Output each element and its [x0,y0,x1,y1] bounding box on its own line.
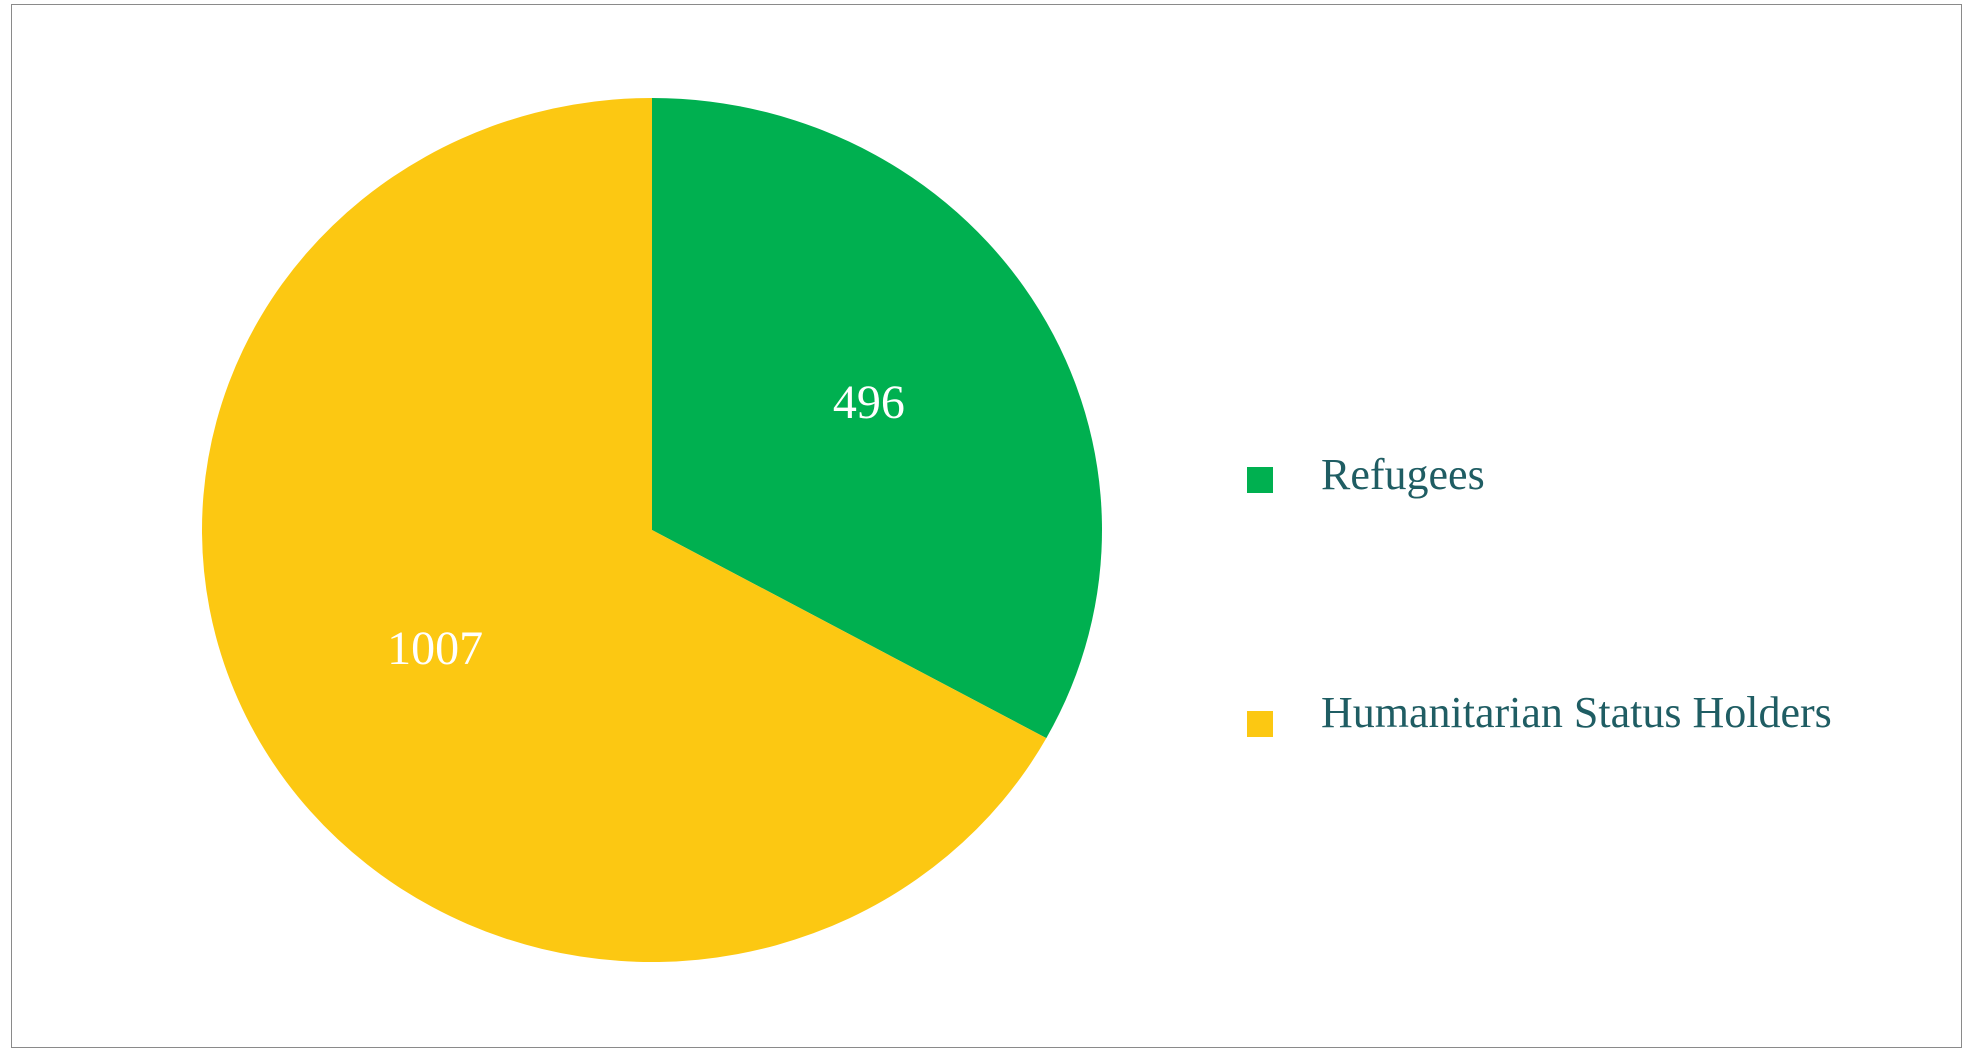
chart-area: 496 1007 Refugees Humanitarian Status Hol… [11,4,1962,1048]
data-label-refugees: 496 [833,376,905,429]
pie-chart: 496 1007 [201,98,1102,962]
legend-label-refugees: Refugees [1321,450,1485,499]
legend-swatch-refugees [1247,467,1273,493]
legend-label-humanitarian-status-holders: Humanitarian Status Holders [1321,688,1832,737]
pie-slice-humanitarian-status-holders [201,98,1047,962]
pie-slice-refugees [652,98,1102,739]
legend-swatch-humanitarian-status-holders [1247,711,1273,737]
data-label-humanitarian-status-holders: 1007 [387,622,483,675]
